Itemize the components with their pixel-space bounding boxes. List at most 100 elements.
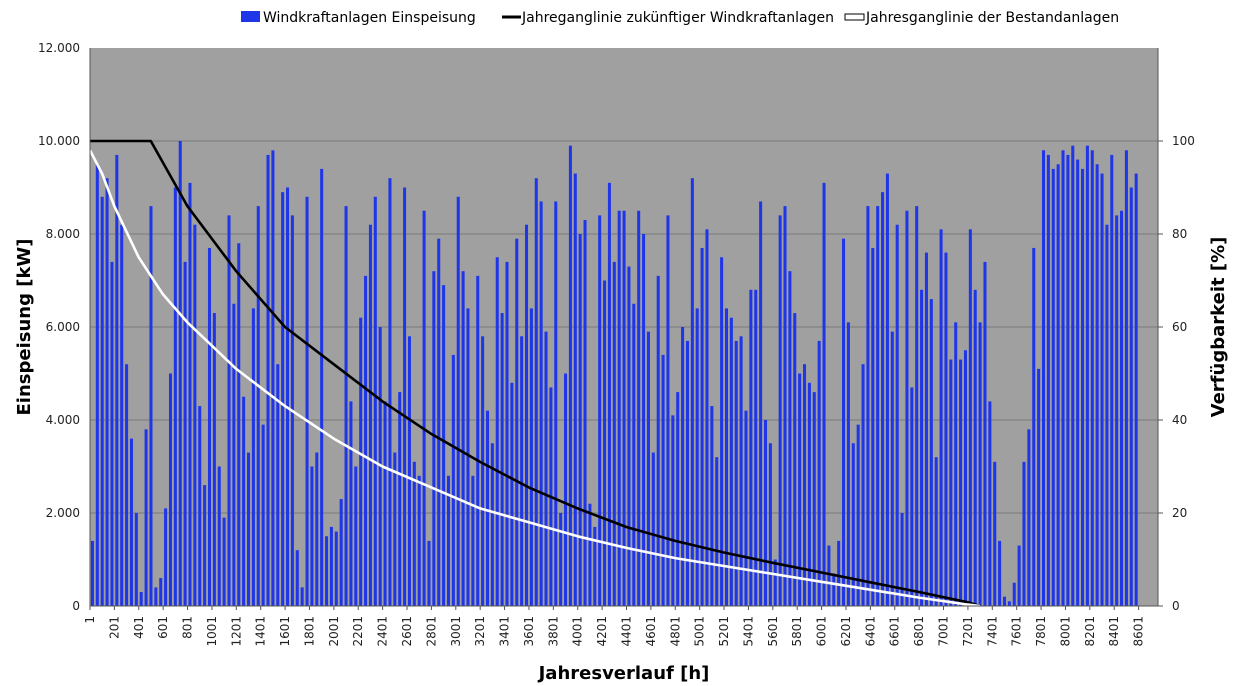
x-tick-label: 8401 [1107,616,1121,647]
x-tick-label: 7001 [937,616,951,647]
bar [803,364,807,606]
x-tick-label: 4801 [668,616,682,647]
bar [910,387,914,606]
x-tick-label: 1801 [303,616,317,647]
bar [603,280,607,606]
bar [846,322,850,606]
bar [973,289,977,606]
bar [251,308,255,606]
x-tick-label: 5201 [717,616,731,647]
bar [607,182,611,606]
bar-series [90,141,1138,607]
bar [266,154,270,606]
bar [325,536,329,606]
bar [705,229,709,606]
bar [364,275,368,606]
bar [432,271,436,606]
bar [905,210,909,606]
bar [588,503,592,606]
bar [329,526,333,606]
bar [1076,159,1080,606]
bar [227,215,231,606]
bar [842,238,846,606]
bar [978,322,982,606]
bar [403,187,407,606]
bar [885,173,889,607]
y-tick-label: 2.000 [46,506,80,520]
bar [812,392,816,606]
bar [988,401,992,606]
y2-tick-label: 20 [1172,506,1187,520]
bar [295,550,299,606]
bar [749,289,753,606]
bar [310,466,314,606]
bar [944,252,948,606]
bar [164,508,168,606]
bar [739,336,743,606]
bar [256,206,260,606]
bar [427,540,431,606]
x-tick-label: 3801 [546,616,560,647]
legend-label-bars: Windkraftanlagen Einspeisung [263,10,476,26]
legend-label-existing-line: Jahresganglinie der Bestandanlagen [865,10,1119,26]
bar [1071,145,1075,606]
bar [1037,368,1041,606]
future-windturbine-line [90,139,981,608]
bar [685,340,689,606]
bar [1002,596,1006,606]
bar [271,150,275,607]
bar [793,313,797,606]
bar [398,392,402,606]
bar [666,215,670,606]
bar [110,261,114,606]
bar [178,141,182,606]
bar [788,271,792,606]
bar [315,452,319,606]
bar [1022,461,1026,606]
bar [924,252,928,606]
bar [759,201,763,606]
bar [773,559,777,606]
bar [451,354,455,606]
bar [710,406,714,606]
bar [168,373,172,606]
bar [120,224,124,606]
bar [534,178,538,606]
x-tick-label: 1201 [229,616,243,647]
bar [529,308,533,606]
x-tick-label: 1001 [205,616,219,647]
bar [281,192,285,606]
bar [627,266,631,606]
bar [188,182,192,606]
bar [1041,150,1046,607]
bar [1100,173,1104,607]
x-tick-label: 2601 [400,616,414,647]
bar [1046,154,1050,606]
bar [939,229,943,606]
bar [388,178,392,606]
x-tick-label: 4001 [571,616,585,647]
bar [583,220,587,607]
legend-swatch-bars [241,11,260,22]
bar [490,443,494,606]
bar [724,308,728,606]
x-tick-label: 3001 [449,616,463,647]
x-tick-label: 6201 [839,616,853,647]
bar [1081,168,1085,606]
bar [593,526,597,606]
bar [900,513,904,606]
legend-label-future-line: Jahreganglinie zukünftiger Windkraftanla… [521,10,834,26]
bar [286,187,290,606]
y2-tick-label: 80 [1172,227,1187,241]
x-tick-label: 3401 [498,616,512,647]
bar [729,317,733,606]
x-tick-label: 2201 [351,616,365,647]
bar [456,196,460,607]
bar [412,461,416,606]
bar [159,578,163,606]
bar [1085,145,1089,606]
bar [763,420,768,606]
bar [632,303,636,606]
bar [1017,545,1021,606]
bar [929,299,933,606]
